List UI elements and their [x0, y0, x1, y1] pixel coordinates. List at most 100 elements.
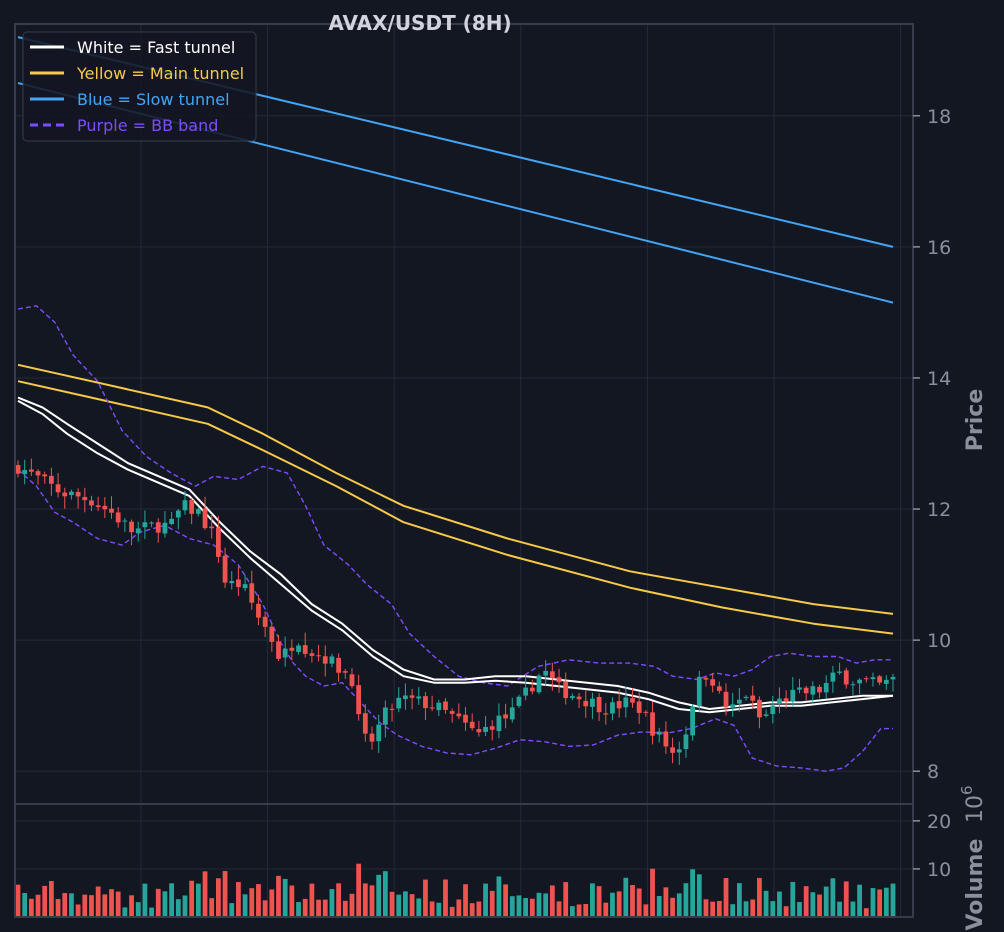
- volume-bar: [236, 882, 241, 916]
- volume-bar: [716, 900, 722, 916]
- volume-bar: [175, 899, 181, 916]
- candle-body: [349, 674, 355, 687]
- candle-body: [82, 496, 88, 501]
- volume-bar: [777, 891, 782, 916]
- candle-body: [75, 491, 81, 497]
- volume-bar: [770, 901, 776, 916]
- volume-bar: [890, 883, 896, 916]
- candle-body: [549, 671, 555, 678]
- volume-bar: [429, 901, 435, 916]
- candle-body: [763, 714, 769, 716]
- volume-bar: [443, 879, 448, 916]
- volume-bar: [610, 892, 615, 916]
- candle-body: [817, 686, 822, 693]
- volume-bar: [476, 901, 482, 916]
- candle-body: [336, 657, 341, 673]
- candle-body: [175, 510, 181, 518]
- candle-body: [429, 707, 435, 709]
- volume-bar: [743, 901, 749, 916]
- volume-bars: [15, 863, 896, 916]
- legend-box: [22, 31, 257, 142]
- candle-body: [35, 471, 41, 476]
- candle-body: [229, 581, 235, 584]
- candle-body: [830, 672, 836, 682]
- legend-entry-label: Yellow = Main tunnel: [76, 64, 244, 83]
- candle-body: [696, 676, 702, 707]
- candle-body: [683, 734, 689, 750]
- candle-body: [436, 702, 442, 711]
- volume-bar: [536, 892, 542, 916]
- volume-bar: [449, 906, 455, 916]
- candle-body: [22, 469, 28, 475]
- candle-body: [356, 685, 362, 715]
- candle-body: [516, 696, 522, 706]
- volume-bar: [750, 899, 756, 916]
- volume-axis-label-text: Volume: [963, 839, 988, 931]
- volume-bar: [296, 902, 301, 916]
- volume-bar: [28, 898, 34, 916]
- candle-body: [389, 708, 395, 710]
- candle-body: [396, 697, 402, 709]
- volume-bar: [523, 897, 529, 916]
- candle-body: [115, 512, 121, 523]
- volume-bar: [42, 885, 48, 916]
- volume-bar: [696, 874, 702, 916]
- candle-body: [463, 714, 468, 723]
- volume-bar: [289, 885, 295, 916]
- volume-bar: [556, 901, 562, 916]
- candle-body: [797, 687, 802, 690]
- candle-body: [262, 616, 268, 627]
- volume-bar: [583, 903, 589, 916]
- volume-bar: [155, 888, 161, 916]
- volume-tick-label: 20: [927, 811, 951, 833]
- fast-tunnel-lower-line: [17, 400, 894, 714]
- candle-body: [69, 491, 74, 496]
- candle-body: [282, 648, 288, 658]
- volume-grid: [15, 804, 913, 917]
- volume-bar: [850, 901, 856, 916]
- volume-bar: [817, 894, 822, 916]
- candle-body: [28, 469, 34, 472]
- candle-body: [169, 518, 175, 524]
- volume-bar: [730, 904, 736, 916]
- candle-body: [476, 729, 482, 733]
- candle-body: [409, 695, 415, 698]
- candle-body: [616, 701, 622, 709]
- volume-bar: [670, 897, 675, 916]
- candle-body: [523, 687, 529, 696]
- candle-body: [576, 696, 582, 700]
- candle-body: [456, 713, 462, 717]
- volume-bar: [463, 884, 468, 916]
- candle-body: [142, 522, 148, 528]
- candle-body: [543, 670, 549, 676]
- volume-bar: [877, 889, 883, 916]
- candle-body: [690, 706, 696, 736]
- volume-bar: [162, 891, 168, 916]
- candle-body: [55, 484, 61, 493]
- candle-body: [703, 677, 709, 680]
- candle-body: [109, 508, 114, 513]
- volume-bar: [269, 889, 275, 916]
- candle-body: [583, 700, 589, 707]
- volume-bar: [723, 878, 729, 916]
- volume-bar: [342, 900, 348, 916]
- legend-entry-label: Blue = Slow tunnel: [77, 90, 230, 109]
- price-tick-label: 18: [927, 106, 951, 128]
- volume-bar: [336, 883, 341, 916]
- volume-bar: [416, 898, 422, 916]
- volume-bar: [830, 878, 836, 916]
- volume-bar: [810, 892, 816, 916]
- volume-bar: [109, 889, 114, 916]
- volume-bar: [529, 898, 535, 916]
- candle-body: [630, 698, 635, 703]
- candle-body: [650, 712, 655, 736]
- volume-bar: [656, 895, 662, 916]
- volume-bar: [843, 881, 849, 916]
- volume-bar: [863, 908, 869, 916]
- candle-body: [122, 520, 128, 522]
- volume-bar: [142, 883, 148, 916]
- svg-text:Volume 106: Volume 106: [958, 785, 988, 930]
- volume-bar: [382, 871, 388, 916]
- volume-bar: [576, 904, 582, 916]
- volume-bar: [242, 894, 248, 916]
